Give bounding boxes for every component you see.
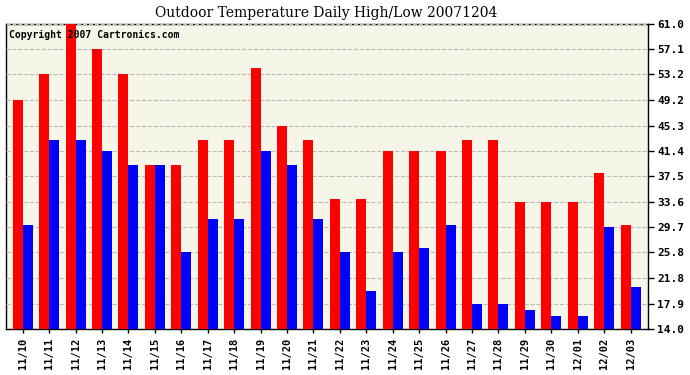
- Bar: [604, 227, 614, 329]
- Bar: [261, 151, 270, 329]
- Bar: [208, 219, 218, 329]
- Bar: [171, 165, 181, 329]
- Bar: [155, 165, 165, 329]
- Bar: [498, 304, 509, 329]
- Bar: [620, 225, 631, 329]
- Bar: [366, 291, 376, 329]
- Bar: [578, 316, 588, 329]
- Bar: [594, 173, 604, 329]
- Bar: [234, 219, 244, 329]
- Bar: [472, 304, 482, 329]
- Bar: [119, 74, 128, 329]
- Bar: [128, 165, 139, 329]
- Bar: [446, 225, 455, 329]
- Bar: [76, 140, 86, 329]
- Bar: [197, 140, 208, 329]
- Bar: [462, 140, 472, 329]
- Bar: [145, 165, 155, 329]
- Bar: [12, 100, 23, 329]
- Bar: [631, 287, 640, 329]
- Bar: [419, 248, 429, 329]
- Title: Outdoor Temperature Daily High/Low 20071204: Outdoor Temperature Daily High/Low 20071…: [155, 6, 497, 20]
- Text: Copyright 2007 Cartronics.com: Copyright 2007 Cartronics.com: [9, 30, 179, 40]
- Bar: [313, 219, 324, 329]
- Bar: [489, 140, 498, 329]
- Bar: [435, 151, 446, 329]
- Bar: [356, 199, 366, 329]
- Bar: [181, 252, 191, 329]
- Bar: [304, 140, 313, 329]
- Bar: [568, 202, 578, 329]
- Bar: [393, 252, 403, 329]
- Bar: [92, 49, 102, 329]
- Bar: [224, 140, 234, 329]
- Bar: [409, 151, 419, 329]
- Bar: [330, 199, 340, 329]
- Bar: [23, 225, 32, 329]
- Bar: [525, 310, 535, 329]
- Bar: [39, 74, 49, 329]
- Bar: [541, 202, 551, 329]
- Bar: [250, 68, 261, 329]
- Bar: [277, 126, 287, 329]
- Bar: [66, 24, 76, 329]
- Bar: [383, 151, 393, 329]
- Bar: [287, 165, 297, 329]
- Bar: [515, 202, 525, 329]
- Bar: [551, 316, 561, 329]
- Bar: [340, 252, 350, 329]
- Bar: [49, 140, 59, 329]
- Bar: [102, 151, 112, 329]
